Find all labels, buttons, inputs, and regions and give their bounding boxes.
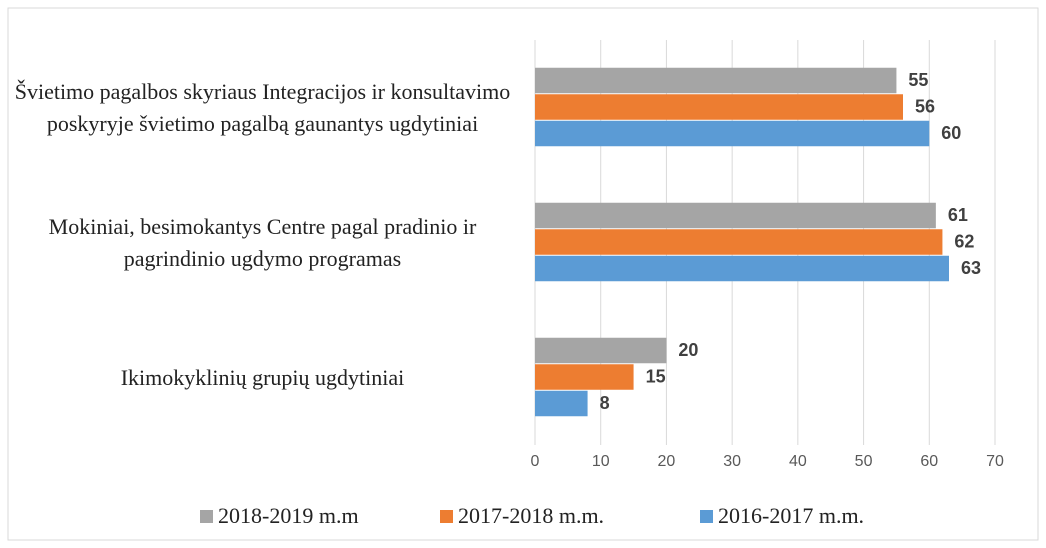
x-tick-label: 70: [986, 453, 1004, 470]
value-label: 63: [961, 258, 981, 278]
x-tick-label: 30: [723, 453, 741, 470]
x-tick-label: 40: [789, 453, 807, 470]
bar: [535, 94, 903, 120]
value-label: 62: [954, 231, 974, 251]
bar: [535, 364, 634, 390]
x-tick-label: 20: [658, 453, 676, 470]
category-label: Ikimokyklinių grupių ugdytiniai: [120, 364, 405, 390]
x-tick-label: 10: [592, 453, 610, 470]
legend-swatch: [200, 510, 213, 523]
value-label: 20: [678, 340, 698, 360]
legend-swatch: [440, 510, 453, 523]
value-label: 8: [600, 393, 610, 413]
bar: [535, 229, 943, 255]
value-label: 60: [941, 123, 961, 143]
x-tick-label: 60: [920, 453, 938, 470]
bar: [535, 202, 936, 229]
bar: [535, 67, 897, 94]
value-label: 55: [908, 70, 928, 90]
bar: [535, 390, 588, 417]
bar: [535, 337, 667, 364]
x-tick-label: 0: [531, 453, 540, 470]
bar: [535, 120, 930, 147]
legend-label: 2017-2018 m.m.: [458, 503, 604, 528]
bar: [535, 255, 949, 282]
category-label: Mokiniai, besimokantys Centre pagal prad…: [48, 213, 477, 271]
value-label: 61: [948, 205, 968, 225]
legend-label: 2016-2017 m.m.: [718, 503, 864, 528]
value-label: 15: [646, 366, 666, 386]
legend-swatch: [700, 510, 713, 523]
legend-label: 2018-2019 m.m: [218, 503, 359, 528]
x-tick-label: 50: [855, 453, 873, 470]
chart-border: [7, 7, 1039, 541]
value-label: 56: [915, 96, 935, 116]
category-label: Švietimo pagalbos skyriaus Integracijos …: [14, 78, 511, 136]
